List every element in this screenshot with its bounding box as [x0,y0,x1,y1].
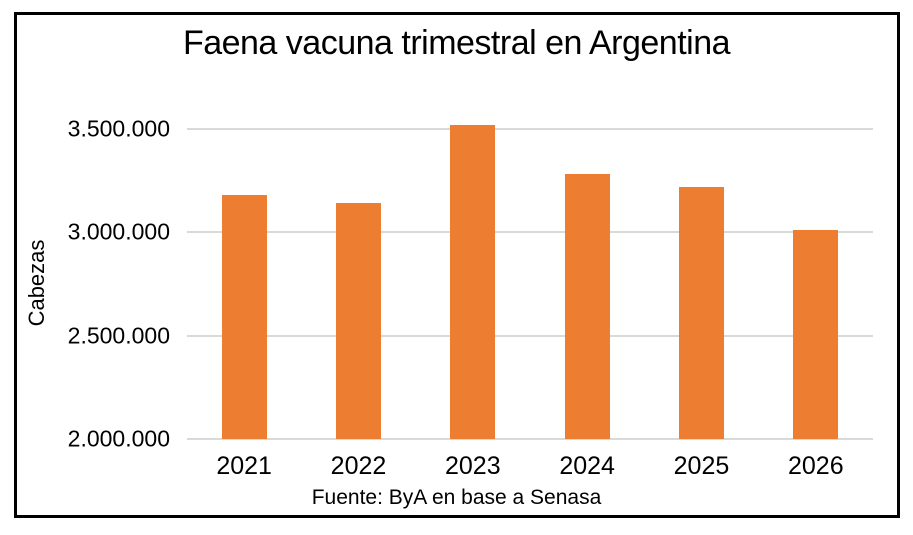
bar-2022 [335,203,381,439]
x-axis-tick-labels: 2021 2022 2023 2024 2025 2026 [187,452,873,481]
y-axis-tick-labels: 2.000.000 2.500.000 3.000.000 3.500.000 [0,108,170,451]
plot-area [187,108,873,440]
bar-2025 [678,186,724,439]
x-tick-label-2023: 2023 [445,452,501,480]
x-tick-label-2022: 2022 [330,452,387,480]
gridlines [187,108,873,440]
y-tick-label: 3.500.000 [67,115,170,142]
y-tick-label: 2.000.000 [67,425,170,452]
bar-slot-2022 [301,108,415,439]
bar-2021 [221,194,267,439]
bar-2024 [564,174,610,439]
bar-slot-2024 [530,108,644,439]
x-tick-label-2024: 2024 [559,452,615,480]
bar-slot-2023 [416,108,530,439]
source-note: Fuente: ByA en base a Senasa [311,486,602,509]
bar-2026 [793,230,839,439]
gridline [187,127,873,130]
bar-slot-2026 [759,108,873,439]
gridline [187,334,873,337]
y-tick-label: 2.500.000 [67,322,170,349]
y-tick-label: 3.000.000 [67,218,170,245]
x-tick-label-2021: 2021 [216,452,272,480]
chart-title: Faena vacuna trimestral en Argentina [182,24,731,62]
gridline [187,438,873,440]
bar-2023 [450,124,496,439]
bar-series [187,108,873,439]
bar-slot-2021 [187,108,301,439]
x-tick-label-2025: 2025 [673,452,730,480]
gridline [187,231,873,234]
bar-slot-2025 [644,108,758,439]
x-tick-label-2026: 2026 [787,452,844,480]
